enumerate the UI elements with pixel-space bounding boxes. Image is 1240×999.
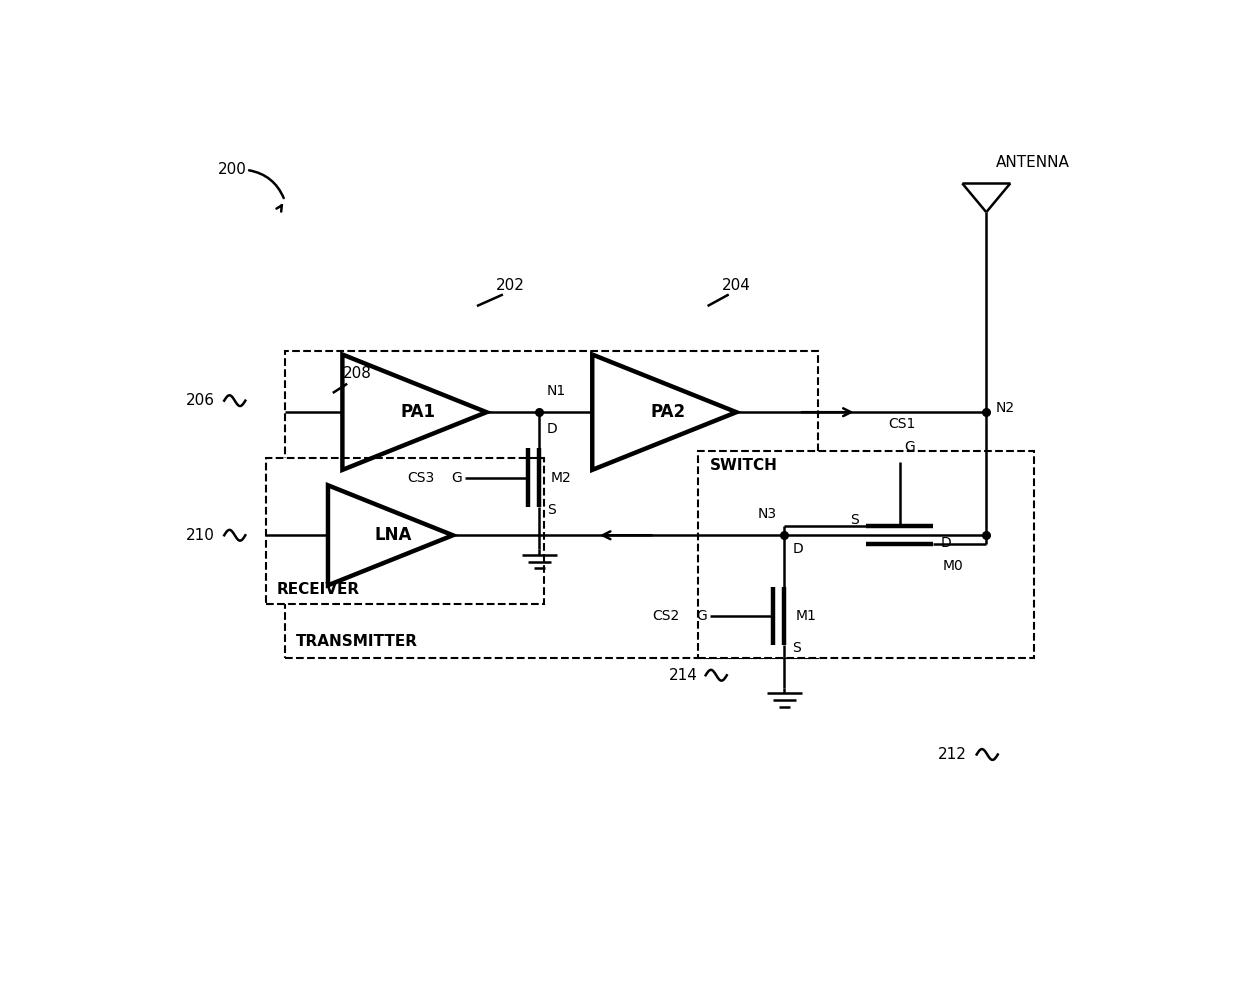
Text: PA2: PA2 bbox=[650, 404, 686, 422]
Text: CS3: CS3 bbox=[408, 471, 435, 485]
Text: M1: M1 bbox=[796, 609, 817, 623]
Text: N1: N1 bbox=[547, 385, 567, 399]
Text: 212: 212 bbox=[939, 747, 967, 762]
Text: CS2: CS2 bbox=[652, 609, 680, 623]
Text: G: G bbox=[451, 471, 461, 485]
Text: N3: N3 bbox=[758, 507, 776, 521]
Text: G: G bbox=[696, 609, 707, 623]
Text: N2: N2 bbox=[996, 402, 1016, 416]
Text: M2: M2 bbox=[551, 471, 572, 485]
Text: S: S bbox=[547, 502, 556, 516]
Text: ANTENNA: ANTENNA bbox=[996, 155, 1070, 170]
Text: M0: M0 bbox=[944, 559, 963, 573]
Text: TRANSMITTER: TRANSMITTER bbox=[296, 634, 418, 649]
Text: D: D bbox=[792, 542, 802, 556]
Text: G: G bbox=[905, 441, 915, 455]
Text: D: D bbox=[547, 423, 558, 437]
Text: S: S bbox=[792, 641, 801, 655]
Text: 206: 206 bbox=[186, 394, 215, 409]
Text: S: S bbox=[849, 512, 858, 526]
Text: RECEIVER: RECEIVER bbox=[277, 581, 360, 596]
Bar bbox=[698, 451, 1034, 658]
Text: CS1: CS1 bbox=[888, 418, 915, 432]
Text: 202: 202 bbox=[496, 278, 525, 293]
Text: 214: 214 bbox=[670, 667, 698, 682]
Text: LNA: LNA bbox=[374, 526, 412, 544]
Text: PA1: PA1 bbox=[401, 404, 435, 422]
Text: 200: 200 bbox=[217, 163, 247, 178]
Text: D: D bbox=[941, 535, 952, 550]
Bar bbox=[265, 459, 544, 604]
Bar bbox=[285, 351, 818, 658]
Text: 204: 204 bbox=[722, 278, 751, 293]
Text: 208: 208 bbox=[342, 367, 371, 382]
Text: 210: 210 bbox=[186, 527, 215, 542]
Text: SWITCH: SWITCH bbox=[709, 459, 777, 474]
